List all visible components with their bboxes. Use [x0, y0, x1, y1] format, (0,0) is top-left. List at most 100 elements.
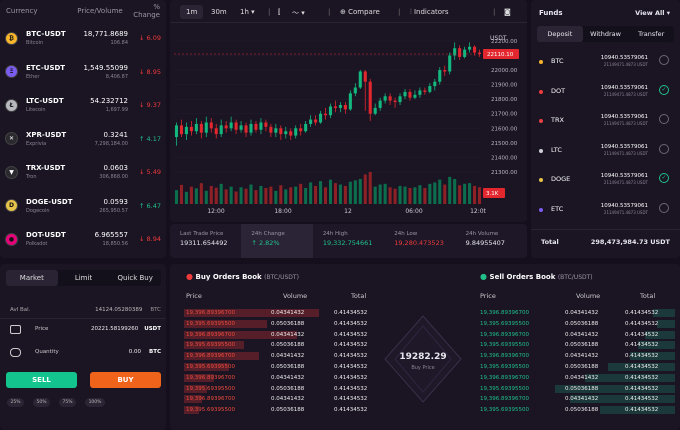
- order-volume: 0.04341432: [565, 331, 599, 338]
- volume-bar: [174, 190, 179, 204]
- candlestick-chart[interactable]: USDT22200.0022100.0022000.0021900.002180…: [170, 22, 527, 222]
- chart-style-icon[interactable]: 〜 ▾: [292, 9, 305, 17]
- change-value: ↓ 5.49: [128, 168, 161, 176]
- candle-body: [353, 87, 357, 94]
- plus-icon: ⊕: [340, 8, 349, 16]
- fund-row[interactable]: ETC 10940.53579061 21149471.4873 USDT: [531, 198, 680, 228]
- down-arrow-icon: ↓: [138, 67, 145, 76]
- stat-value: 19,280.473523: [394, 239, 444, 247]
- x-tick-label: 06:00: [405, 208, 422, 215]
- sell-order-row[interactable]: 19,395.69395500 0.05036188 0.41434532: [480, 384, 675, 394]
- tab-transfer[interactable]: Transfer: [638, 30, 665, 38]
- market-row[interactable]: Ξ ETC-USDT Ether 1,549.55099 8,406.87 ↓ 8.…: [0, 56, 166, 88]
- indicators-button[interactable]: ⫶ Indicators: [410, 8, 449, 17]
- buy-order-row[interactable]: 19,395.69395500 0.05036188 0.41434532: [184, 405, 379, 415]
- percent-75-button[interactable]: 75%: [59, 398, 76, 407]
- stat-value: 19311.654492: [180, 239, 228, 247]
- change-value: ↓ 8.95: [128, 68, 161, 76]
- candle-body: [433, 81, 437, 87]
- volume-bar: [428, 183, 432, 204]
- percent-100-button[interactable]: 100%: [85, 398, 105, 407]
- check-circle-icon[interactable]: ✓: [659, 84, 669, 95]
- volume-value: 306,868.00: [99, 174, 128, 180]
- fund-row[interactable]: TRX 10940.53579061 21149471.4873 USDT: [531, 109, 680, 139]
- market-row[interactable]: Ł LTC-USDT Litecoin 54.232712 1,697.99 ↓ 9…: [0, 89, 166, 121]
- sell-button[interactable]: SELL: [6, 372, 77, 388]
- buy-book-pair: (BTC/USDT): [264, 274, 299, 281]
- buy-order-row[interactable]: 19,395.69395500 0.05036188 0.41434532: [184, 362, 379, 372]
- percent-25-button[interactable]: 25%: [7, 398, 24, 407]
- volume-bar: [477, 187, 482, 204]
- quantity-field[interactable]: Quantity 0.00 BTC: [6, 342, 161, 362]
- sell-order-row[interactable]: 19,396.89396700 0.04341432 0.41434532: [480, 308, 675, 318]
- candle-body: [204, 122, 208, 133]
- volume-bar: [393, 188, 397, 204]
- volume-bar: [418, 185, 422, 204]
- fund-row[interactable]: BTC 10940.53579061 21149471.4873 USDT: [531, 50, 680, 80]
- radio-circle-icon[interactable]: [659, 114, 669, 124]
- volume-bar: [468, 183, 472, 204]
- radio-circle-icon[interactable]: [659, 202, 669, 213]
- candle-body: [219, 125, 223, 135]
- sell-order-row[interactable]: 19,396.89396700 0.04341432 0.41434532: [480, 394, 675, 404]
- market-row[interactable]: D DOGE-USDT Dogecoin 0.0593 265,950.57 ↑ 6…: [0, 190, 166, 222]
- volume-bar: [229, 186, 233, 204]
- interval-1m[interactable]: 1m: [180, 5, 204, 19]
- sell-order-row[interactable]: 19,395.69395500 0.05036188 0.41434532: [480, 319, 675, 329]
- y-tick-label: 21700.00: [491, 112, 518, 118]
- status-dot-icon: [539, 119, 543, 123]
- change-value: ↓ 9.37: [128, 101, 161, 109]
- interval-1h[interactable]: 1h ▾: [240, 8, 255, 16]
- volume-tag-text: 3.1K: [486, 191, 499, 197]
- buy-order-row[interactable]: 19,395.69395500 0.05036188 0.41434532: [184, 384, 379, 394]
- percent-50-button[interactable]: 50%: [33, 398, 50, 407]
- radio-circle-icon[interactable]: [659, 55, 669, 65]
- check-circle-icon[interactable]: ✓: [659, 173, 669, 183]
- buy-order-row[interactable]: 19,395.69395500 0.05036188 0.41434532: [184, 340, 379, 350]
- tab-limit[interactable]: Limit: [74, 274, 93, 282]
- volume-bar: [224, 189, 228, 204]
- sell-order-row[interactable]: 19,396.89396700 0.04341432 0.41434532: [480, 373, 675, 383]
- price-field[interactable]: Price 20221.58199260 USDT: [6, 319, 161, 339]
- depth-bar: [184, 395, 202, 404]
- buy-order-row[interactable]: 19,395.69395500 0.05036188 0.41434532: [184, 319, 379, 329]
- buy-order-row[interactable]: 19,396.89396700 0.04341432 0.41434532: [184, 394, 379, 404]
- pair-label: LTC-USDT: [26, 97, 64, 105]
- compare-button[interactable]: ⊕ Compare: [340, 8, 380, 16]
- radio-circle-icon[interactable]: [659, 143, 669, 154]
- order-price: 19,395.69395500: [480, 364, 529, 370]
- buy-order-row[interactable]: 19,396.89396700 0.04341432 0.41434532: [184, 330, 379, 340]
- header-currency: Currency: [6, 7, 38, 15]
- sell-order-row[interactable]: 19,395.69395500 0.05036188 0.41434532: [480, 405, 675, 415]
- tab-deposit[interactable]: Deposit: [537, 26, 583, 42]
- depth-bar: [184, 363, 229, 371]
- sell-order-row[interactable]: 19,396.89396700 0.04341432 0.41434532: [480, 351, 675, 361]
- x-tick-label: 12: [344, 208, 352, 215]
- fund-row[interactable]: DOGE 10940.53579061 21149471.4873 USDT ✓: [531, 168, 680, 198]
- tab-quick-buy[interactable]: Quick Buy: [117, 274, 153, 282]
- buy-order-row[interactable]: 19,396.89396700 0.04341432 0.41434532: [184, 351, 379, 361]
- candle-body: [443, 70, 447, 72]
- sell-order-row[interactable]: 19,396.89396700 0.04341432 0.41434532: [480, 330, 675, 340]
- view-all-button[interactable]: View All ▾: [635, 9, 670, 17]
- tab-market[interactable]: Market: [6, 270, 58, 286]
- order-total: 0.41434532: [334, 353, 368, 360]
- buy-order-row[interactable]: 19,396.89396700 0.04341432 0.41434532: [184, 308, 379, 318]
- market-name: LTC-USDT Litecoin: [26, 97, 78, 113]
- market-row[interactable]: ▼ TRX-USDT Tron 0.0603 306,868.00 ↓ 5.49: [0, 156, 166, 188]
- chart-type-icon[interactable]: ⫿: [278, 8, 281, 16]
- market-row[interactable]: ✕ XPR-USDT Expriviа 0.3241 7,298,184.00 ↑ …: [0, 123, 166, 155]
- sell-order-row[interactable]: 19,395.69395500 0.05036188 0.41434532: [480, 362, 675, 372]
- buy-button[interactable]: BUY: [90, 372, 161, 388]
- sell-order-row[interactable]: 19,395.69395500 0.05036188 0.41434532: [480, 340, 675, 350]
- price-value: 6.965557: [94, 231, 128, 239]
- market-row[interactable]: ₿ BTC-USDT Bitcoin 18,771.8689 106.84 ↓ 6.…: [0, 22, 166, 54]
- tab-withdraw[interactable]: Withdraw: [590, 30, 621, 38]
- market-row[interactable]: ● DOT-USDT Polkadot 6.965557 18,850.56 ↓ 8…: [0, 223, 166, 255]
- interval-30m[interactable]: 30m: [211, 8, 227, 16]
- buy-order-row[interactable]: 19,396.89396700 0.04341432 0.41434532: [184, 373, 379, 383]
- camera-icon[interactable]: ◙: [504, 8, 511, 16]
- volume-bar: [269, 186, 273, 204]
- fund-row[interactable]: DOT 10940.53579061 21149471.4873 USDT ✓: [531, 80, 680, 110]
- fund-row[interactable]: LTC 10940.53579061 21149471.4873 USDT: [531, 139, 680, 169]
